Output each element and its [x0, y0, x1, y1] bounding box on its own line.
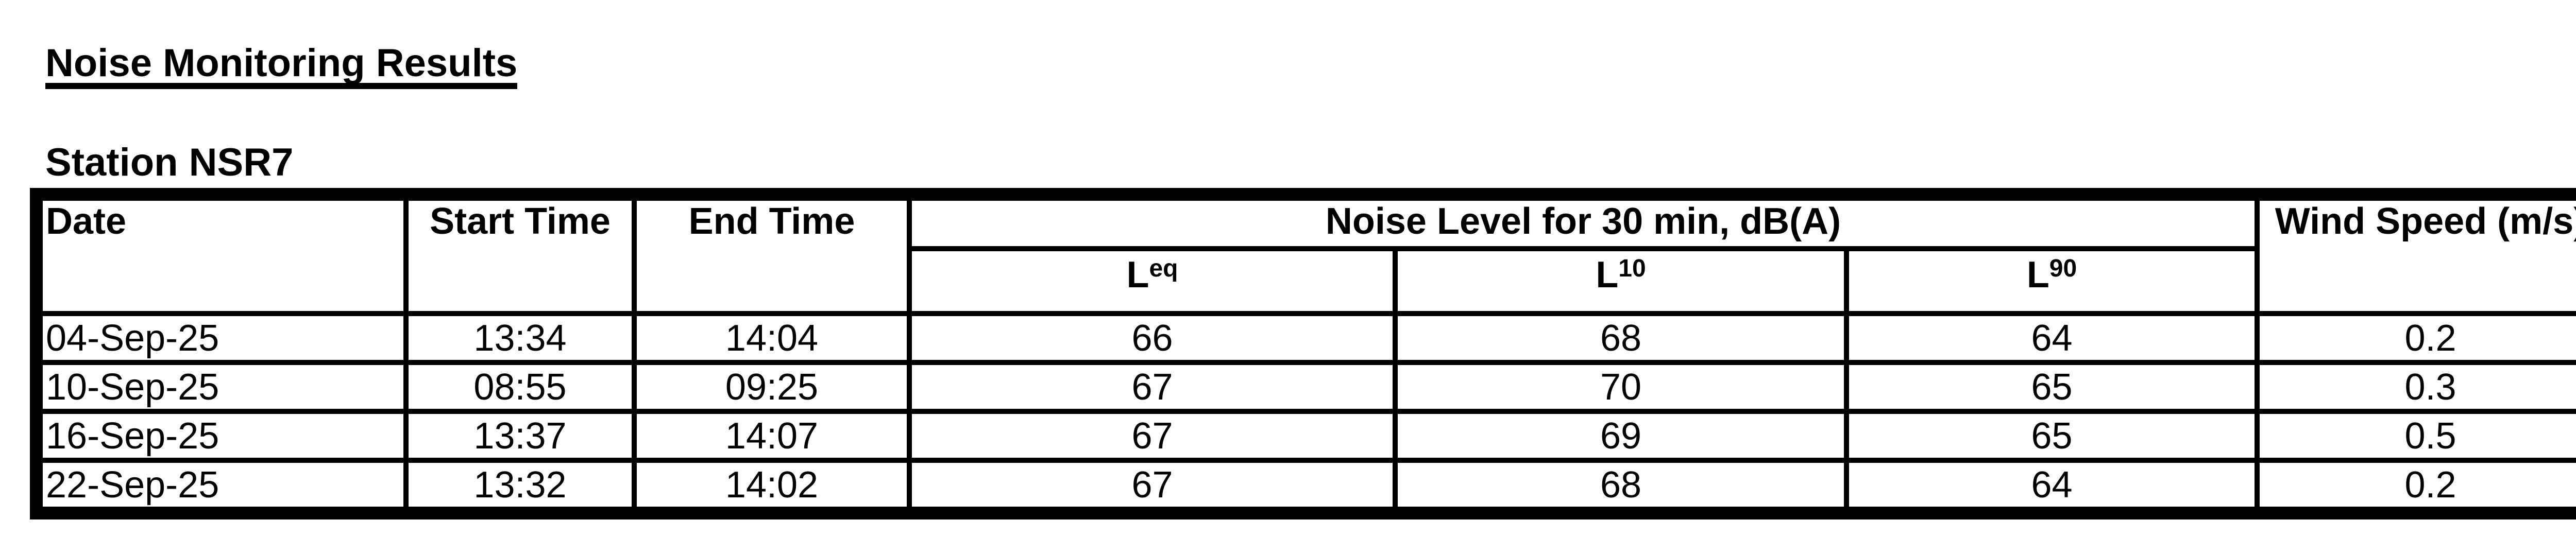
header-l10: L 10: [1398, 251, 1844, 311]
leq-subscript: eq: [1149, 255, 1178, 282]
cell-date: 04-Sep-25: [43, 316, 403, 360]
cell-wind-speed: 0.3: [2260, 365, 2576, 409]
cell-start-time: 13:34: [409, 316, 632, 360]
cell-leq: 67: [912, 365, 1393, 409]
l10-base: L: [1596, 254, 1619, 296]
cell-end-time: 14:04: [637, 316, 907, 360]
l10-subscript: 10: [1618, 255, 1646, 282]
cell-end-time: 14:02: [637, 463, 907, 507]
cell-start-time: 08:55: [409, 365, 632, 409]
cell-wind-speed: 0.2: [2260, 316, 2576, 360]
header-date: Date: [43, 201, 403, 311]
cell-wind-speed: 0.2: [2260, 463, 2576, 507]
header-l90: L 90: [1849, 251, 2255, 311]
cell-start-time: 13:32: [409, 463, 632, 507]
cell-l10: 69: [1398, 414, 1844, 458]
cell-l10: 68: [1398, 316, 1844, 360]
page-title: Noise Monitoring Results: [45, 44, 518, 89]
cell-date: 22-Sep-25: [43, 463, 403, 507]
cell-start-time: 13:37: [409, 414, 632, 458]
header-end-time: End Time: [637, 201, 907, 311]
header-wind-speed: Wind Speed (m/s): [2260, 201, 2576, 311]
cell-date: 16-Sep-25: [43, 414, 403, 458]
cell-end-time: 09:25: [637, 365, 907, 409]
header-noise-level-group: Noise Level for 30 min, dB(A): [912, 201, 2255, 246]
cell-l90: 64: [1849, 316, 2255, 360]
cell-date: 10-Sep-25: [43, 365, 403, 409]
station-label: Station NSR7: [45, 141, 294, 184]
cell-l90: 64: [1849, 463, 2255, 507]
cell-l90: 65: [1849, 365, 2255, 409]
header-start-time: Start Time: [409, 201, 632, 311]
cell-l10: 70: [1398, 365, 1844, 409]
noise-monitoring-table: Date Start Time End Time Noise Level for…: [30, 188, 2576, 519]
l90-base: L: [2026, 254, 2049, 296]
cell-l10: 68: [1398, 463, 1844, 507]
cell-leq: 67: [912, 414, 1393, 458]
cell-wind-speed: 0.5: [2260, 414, 2576, 458]
cell-l90: 65: [1849, 414, 2255, 458]
cell-leq: 67: [912, 463, 1393, 507]
l90-subscript: 90: [2049, 255, 2077, 282]
leq-base: L: [1126, 254, 1149, 296]
cell-end-time: 14:07: [637, 414, 907, 458]
cell-leq: 66: [912, 316, 1393, 360]
